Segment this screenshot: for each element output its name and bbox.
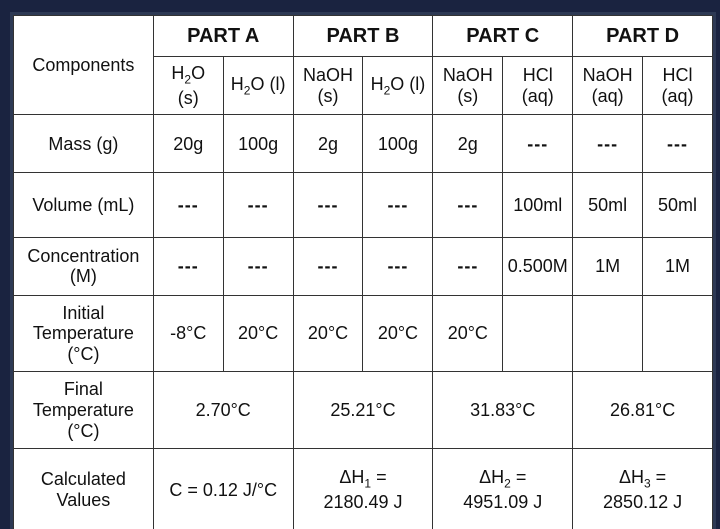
conc-a1: --- [153, 237, 223, 295]
conc-b2: --- [363, 237, 433, 295]
conc-c2: 0.500M [503, 237, 573, 295]
mass-b2: 100g [363, 115, 433, 173]
vol-c2: 100ml [503, 173, 573, 237]
part-a-comp-2: H2O (l) [223, 57, 293, 115]
conc-a2: --- [223, 237, 293, 295]
conc-row: Concentration(M) --- --- --- --- --- 0.5… [14, 237, 713, 295]
vol-d2: 50ml [643, 173, 713, 237]
part-d-header: PART D [573, 16, 713, 57]
part-header-row: Components PART A PART B PART C PART D [14, 16, 713, 57]
tf-b: 25.21°C [293, 372, 433, 449]
conc-c1: --- [433, 237, 503, 295]
part-a-header: PART A [153, 16, 293, 57]
ti-c1: 20°C [433, 295, 503, 372]
volume-label: Volume (mL) [14, 173, 154, 237]
tfinal-row: FinalTemperature(°C) 2.70°C 25.21°C 31.8… [14, 372, 713, 449]
part-d-comp-1: NaOH(aq) [573, 57, 643, 115]
conc-b1: --- [293, 237, 363, 295]
mass-d1: --- [573, 115, 643, 173]
ti-a1: -8°C [153, 295, 223, 372]
part-a-comp-1: H2O(s) [153, 57, 223, 115]
volume-row: Volume (mL) --- --- --- --- --- 100ml 50… [14, 173, 713, 237]
conc-label: Concentration(M) [14, 237, 154, 295]
tinit-label: InitialTemperature(°C) [14, 295, 154, 372]
calc-c: ΔH2 =4951.09 J [433, 449, 573, 529]
part-b-comp-2: H2O (l) [363, 57, 433, 115]
mass-a2: 100g [223, 115, 293, 173]
experiment-table: Components PART A PART B PART C PART D H… [13, 15, 713, 529]
vol-d1: 50ml [573, 173, 643, 237]
mass-c1: 2g [433, 115, 503, 173]
ti-c2 [503, 295, 573, 372]
part-b-comp-1: NaOH(s) [293, 57, 363, 115]
tinit-row: InitialTemperature(°C) -8°C 20°C 20°C 20… [14, 295, 713, 372]
tfinal-label: FinalTemperature(°C) [14, 372, 154, 449]
ti-b1: 20°C [293, 295, 363, 372]
part-c-comp-2: HCl(aq) [503, 57, 573, 115]
tf-a: 2.70°C [153, 372, 293, 449]
mass-label: Mass (g) [14, 115, 154, 173]
vol-a2: --- [223, 173, 293, 237]
calc-d: ΔH3 =2850.12 J [573, 449, 713, 529]
part-d-comp-2: HCl(aq) [643, 57, 713, 115]
calc-b: ΔH1 =2180.49 J [293, 449, 433, 529]
components-label: Components [14, 16, 154, 115]
ti-a2: 20°C [223, 295, 293, 372]
part-c-header: PART C [433, 16, 573, 57]
mass-row: Mass (g) 20g 100g 2g 100g 2g --- --- --- [14, 115, 713, 173]
part-b-header: PART B [293, 16, 433, 57]
ti-b2: 20°C [363, 295, 433, 372]
vol-a1: --- [153, 173, 223, 237]
mass-a1: 20g [153, 115, 223, 173]
tf-d: 26.81°C [573, 372, 713, 449]
mass-d2: --- [643, 115, 713, 173]
ti-d2 [643, 295, 713, 372]
mass-b1: 2g [293, 115, 363, 173]
vol-b2: --- [363, 173, 433, 237]
vol-c1: --- [433, 173, 503, 237]
vol-b1: --- [293, 173, 363, 237]
mass-c2: --- [503, 115, 573, 173]
calc-label: CalculatedValues [14, 449, 154, 529]
tf-c: 31.83°C [433, 372, 573, 449]
calc-a: C = 0.12 J/°C [153, 449, 293, 529]
ti-d1 [573, 295, 643, 372]
part-c-comp-1: NaOH(s) [433, 57, 503, 115]
conc-d1: 1M [573, 237, 643, 295]
conc-d2: 1M [643, 237, 713, 295]
calc-row: CalculatedValues C = 0.12 J/°C ΔH1 =2180… [14, 449, 713, 529]
